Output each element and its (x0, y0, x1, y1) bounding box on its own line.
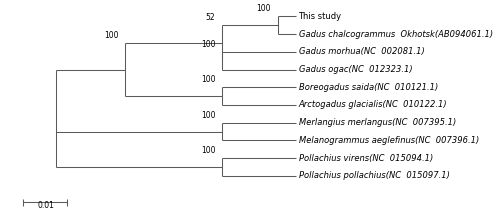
Text: Gadus ogac(NC  012323.1): Gadus ogac(NC 012323.1) (298, 65, 412, 74)
Text: This study: This study (298, 12, 342, 21)
Text: Gadus morhua(NC  002081.1): Gadus morhua(NC 002081.1) (298, 47, 424, 56)
Text: Arctogadus glacialis(NC  010122.1): Arctogadus glacialis(NC 010122.1) (298, 100, 447, 109)
Text: Pollachius pollachius(NC  015097.1): Pollachius pollachius(NC 015097.1) (298, 171, 450, 180)
Text: 52: 52 (206, 13, 216, 22)
Text: 100: 100 (201, 111, 216, 120)
Text: 100: 100 (201, 146, 216, 155)
Text: Merlangius merlangus(NC  007395.1): Merlangius merlangus(NC 007395.1) (298, 118, 456, 127)
Text: 100: 100 (201, 40, 216, 49)
Text: 100: 100 (201, 75, 216, 84)
Text: Melanogrammus aeglefinus(NC  007396.1): Melanogrammus aeglefinus(NC 007396.1) (298, 136, 479, 145)
Text: 100: 100 (104, 31, 118, 40)
Text: Pollachius virens(NC  015094.1): Pollachius virens(NC 015094.1) (298, 154, 433, 163)
Text: 0.01: 0.01 (37, 201, 54, 210)
Text: Gadus chalcogrammus  Okhotsk(AB094061.1): Gadus chalcogrammus Okhotsk(AB094061.1) (298, 30, 492, 39)
Text: Boreogadus saida(NC  010121.1): Boreogadus saida(NC 010121.1) (298, 83, 438, 92)
Text: 100: 100 (256, 4, 271, 13)
